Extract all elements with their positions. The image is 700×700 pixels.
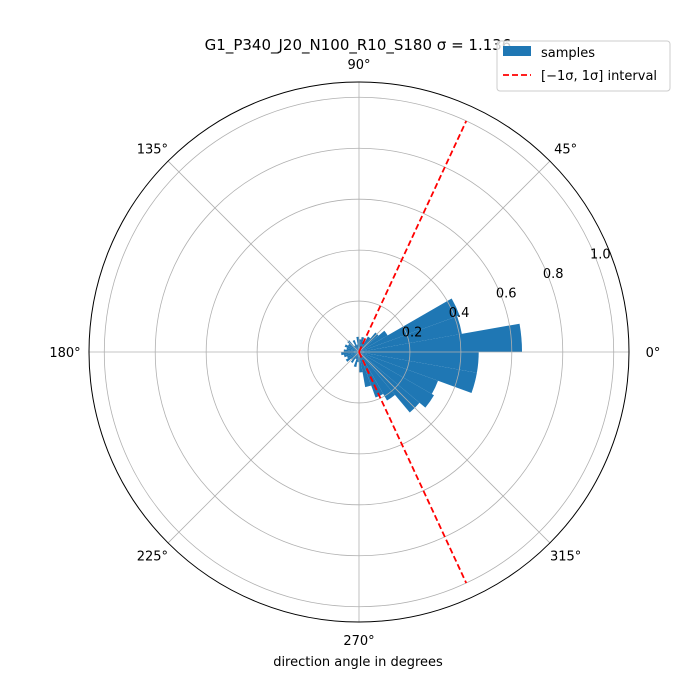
- grid-spoke: [167, 160, 360, 353]
- x-axis-label: direction angle in degrees: [273, 655, 443, 670]
- bar-325deg: [359, 352, 435, 408]
- bar-15deg: [359, 316, 462, 352]
- bar-195deg: [343, 352, 359, 358]
- bar-235deg: [350, 352, 359, 364]
- angle-tick-label: 180°: [49, 346, 80, 361]
- angle-labels: 0° 45° 90° 135° 180° 225° 270° 315°: [49, 58, 660, 649]
- legend: samples [−1σ, 1σ] interval: [496, 40, 671, 92]
- bar-205deg: [347, 352, 359, 359]
- bar-105deg: [356, 344, 359, 352]
- grid-layer: [89, 82, 629, 622]
- angle-tick-label: 45°: [554, 142, 577, 157]
- bar-185deg: [341, 352, 359, 356]
- radial-tick-label: 1.0: [590, 248, 611, 263]
- angle-tick-label: 90°: [347, 58, 370, 73]
- bar-95deg: [356, 336, 359, 352]
- grid-spoke: [358, 351, 551, 544]
- bar-255deg: [353, 352, 359, 368]
- angle-tick-label: 135°: [137, 142, 168, 157]
- bar-165deg: [346, 347, 359, 352]
- angle-tick-label: 270°: [343, 634, 374, 649]
- bar-175deg: [343, 349, 359, 352]
- legend-label-interval: [−1σ, 1σ] interval: [541, 69, 657, 84]
- bar-245deg: [355, 352, 359, 360]
- bar-35deg: [359, 330, 388, 352]
- bar-355deg: [359, 352, 479, 373]
- radial-tick-label: 0.8: [543, 267, 564, 282]
- interval-line: [358, 351, 468, 584]
- bar-5deg: [359, 323, 523, 352]
- legend-swatch-samples: [503, 46, 531, 56]
- interval-layer: [358, 120, 468, 584]
- radial-tick-label: 0.6: [496, 287, 517, 302]
- bar-55deg: [359, 336, 371, 352]
- legend-box: [496, 40, 671, 92]
- bars-layer: [341, 298, 523, 413]
- chart-title: G1_P340_J20_N100_R10_S180 σ = 1.136: [205, 36, 512, 55]
- bar-305deg: [359, 352, 396, 401]
- bar-215deg: [345, 352, 359, 362]
- grid-spoke: [167, 351, 360, 544]
- bar-335deg: [359, 352, 438, 395]
- bar-275deg: [359, 352, 363, 373]
- bar-155deg: [344, 344, 359, 352]
- radial-tick-label: 0.2: [402, 326, 423, 341]
- bar-285deg: [359, 352, 372, 388]
- polar-frame: [88, 81, 630, 623]
- radial-labels: 0.2 0.4 0.6 0.8 1.0: [402, 248, 611, 341]
- bar-115deg: [352, 340, 359, 352]
- legend-label-samples: samples: [541, 46, 595, 61]
- grid-spoke: [358, 160, 551, 353]
- bar-25deg: [359, 298, 460, 352]
- angle-tick-label: 225°: [137, 550, 168, 565]
- interval-line: [358, 120, 468, 353]
- angle-tick-label: 315°: [550, 550, 581, 565]
- bar-345deg: [359, 352, 477, 393]
- radial-tick-label: 0.4: [449, 306, 470, 321]
- angle-tick-label: 0°: [646, 346, 661, 361]
- bar-145deg: [347, 343, 359, 352]
- bar-265deg: [357, 352, 359, 363]
